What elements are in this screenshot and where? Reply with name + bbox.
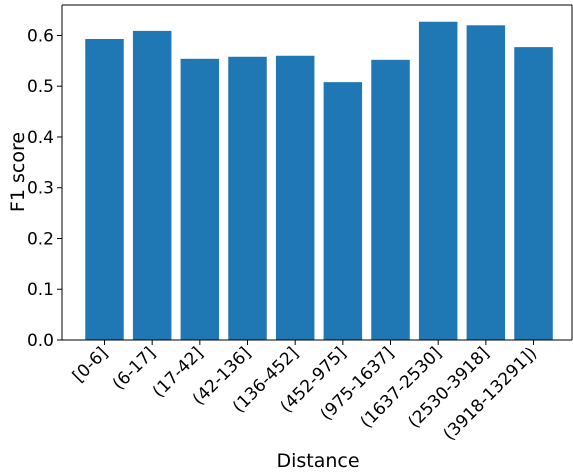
x-axis-label: Distance — [276, 450, 359, 471]
y-tick-label: 0.3 — [27, 179, 54, 199]
y-axis-label: F1 score — [7, 132, 29, 212]
bar — [132, 30, 172, 340]
y-tick-label: 0.5 — [27, 77, 54, 97]
x-tick-label: [0-6] — [69, 343, 112, 386]
bar — [418, 21, 458, 340]
bar — [371, 59, 410, 340]
bar — [466, 25, 506, 341]
y-ticks: 0.0 0.1 0.2 0.3 0.4 0.5 0.6 — [27, 26, 62, 351]
y-tick-label: 0.1 — [27, 280, 54, 300]
y-tick-label: 0.0 — [27, 331, 54, 351]
bar — [275, 55, 315, 340]
axes-layer — [61, 4, 573, 341]
x-ticks: [0-6](6-17](17-42](42-136](136-452](452-… — [69, 340, 541, 445]
bar — [180, 58, 220, 341]
bars-layer — [85, 21, 553, 341]
bar — [323, 82, 363, 341]
y-tick-label: 0.6 — [27, 26, 54, 46]
y-tick-label: 0.4 — [27, 128, 54, 148]
y-tick-label: 0.2 — [27, 229, 54, 249]
bar — [85, 39, 124, 340]
bar — [514, 47, 553, 340]
bar — [228, 56, 267, 341]
